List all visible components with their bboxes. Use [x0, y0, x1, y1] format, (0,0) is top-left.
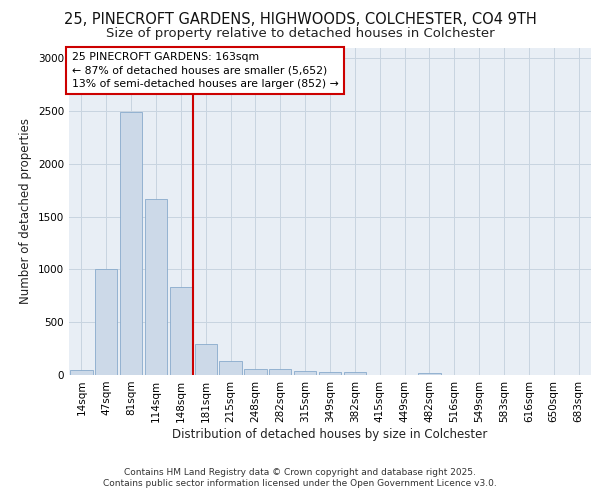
Bar: [120, 112, 142, 375]
Bar: [194, 344, 217, 375]
Text: Contains HM Land Registry data © Crown copyright and database right 2025.
Contai: Contains HM Land Registry data © Crown c…: [103, 468, 497, 487]
Bar: [70, 370, 92, 375]
Bar: [95, 269, 118, 375]
Text: Size of property relative to detached houses in Colchester: Size of property relative to detached ho…: [106, 28, 494, 40]
Bar: [294, 371, 316, 375]
Bar: [145, 198, 167, 375]
X-axis label: Distribution of detached houses by size in Colchester: Distribution of detached houses by size …: [172, 428, 488, 440]
Bar: [418, 373, 440, 375]
Y-axis label: Number of detached properties: Number of detached properties: [19, 118, 32, 304]
Bar: [170, 287, 192, 375]
Bar: [220, 360, 242, 375]
Text: 25, PINECROFT GARDENS, HIGHWOODS, COLCHESTER, CO4 9TH: 25, PINECROFT GARDENS, HIGHWOODS, COLCHE…: [64, 12, 536, 28]
Text: 25 PINECROFT GARDENS: 163sqm
← 87% of detached houses are smaller (5,652)
13% of: 25 PINECROFT GARDENS: 163sqm ← 87% of de…: [71, 52, 338, 89]
Bar: [244, 368, 266, 375]
Bar: [319, 372, 341, 375]
Bar: [269, 369, 292, 375]
Bar: [344, 372, 366, 375]
